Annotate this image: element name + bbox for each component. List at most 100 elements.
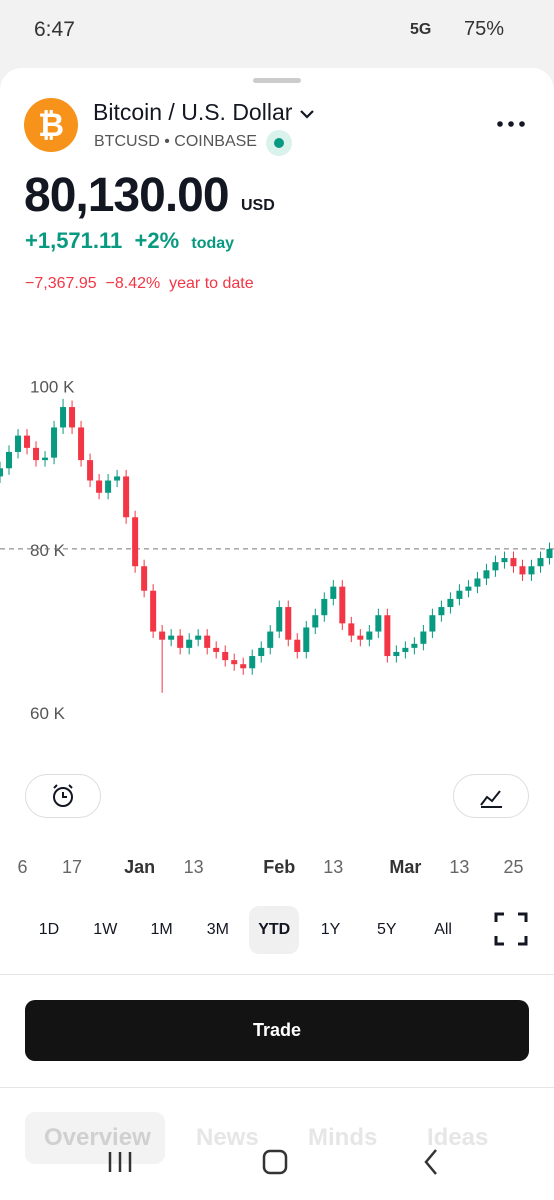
status-time: 6:47 (34, 18, 75, 41)
candle-body (249, 656, 256, 669)
candle-body (366, 631, 373, 640)
ytd-period: year to date (169, 275, 254, 292)
change-pct: +2% (134, 228, 180, 253)
candle-body (33, 447, 40, 461)
x-tick-label: Feb (263, 857, 295, 877)
candle-body (330, 586, 337, 599)
candle-body (51, 427, 58, 458)
candle-body (0, 468, 3, 477)
candle-body (402, 647, 409, 652)
candle-body (483, 570, 490, 579)
candle-body (276, 607, 283, 632)
x-tick-label: 6 (18, 857, 28, 877)
tab[interactable]: Ideas (427, 1124, 489, 1151)
candle-body (510, 558, 517, 567)
candle-body (258, 647, 265, 657)
range-button[interactable]: 3M (206, 921, 229, 938)
candle-body (186, 639, 193, 648)
candle-body (429, 615, 436, 632)
chart: 100 K 80 K 60 K 6 17 Jan 13 Feb 13 Mar 13 25 (0, 378, 554, 877)
candle-body (465, 586, 472, 591)
y-tick-label: 80 K (30, 541, 66, 560)
candle-body (348, 623, 355, 636)
more-menu[interactable] (496, 118, 526, 130)
range-button[interactable]: All (434, 921, 452, 938)
x-tick-label: 17 (62, 857, 82, 877)
ytd-change: −7,367.95 −8.42% year to date (25, 275, 254, 293)
candle-body (6, 451, 13, 469)
candle-body (537, 558, 544, 567)
candle-body (195, 635, 202, 640)
candle-body (222, 651, 229, 661)
candle-body (294, 639, 301, 652)
candle-body (303, 627, 310, 652)
alert-button[interactable] (25, 774, 101, 818)
drag-handle[interactable] (253, 78, 301, 83)
candle-body (141, 566, 148, 591)
candle-body (285, 607, 292, 640)
candle-body (231, 660, 238, 665)
range-button[interactable]: 1W (93, 921, 118, 938)
symbol-meta: BTCUSD • COINBASE (94, 133, 257, 150)
nav-bar (108, 1149, 437, 1175)
candle-body (60, 407, 67, 428)
candle-body (114, 476, 121, 481)
candle-body (420, 631, 427, 644)
candle-body (474, 578, 481, 587)
range-button[interactable]: 1D (38, 921, 60, 938)
tab[interactable]: News (196, 1124, 259, 1151)
candle-body (393, 651, 400, 657)
candle-body (105, 480, 112, 493)
candle-body (519, 566, 526, 575)
divider (0, 974, 554, 975)
candle-body (312, 615, 319, 628)
market-status (266, 130, 292, 156)
indicators-icon (480, 790, 502, 808)
chevron (300, 110, 314, 119)
x-tick-label: Mar (389, 857, 421, 877)
range-button[interactable]: 1M (150, 921, 173, 938)
divider (0, 1087, 554, 1088)
candle-body (438, 607, 445, 616)
range-button[interactable]: YTD (249, 906, 300, 954)
candle-body (78, 427, 85, 461)
candle-body (411, 643, 418, 648)
x-tick-label: 13 (449, 857, 469, 877)
candle-body (375, 615, 382, 632)
daily-change: +1,571.11 +2% today (25, 228, 234, 254)
price: 80,130.00 (24, 169, 230, 222)
tab[interactable]: Minds (308, 1124, 378, 1151)
x-tick-label: Jan (124, 857, 155, 877)
candle-body (384, 615, 391, 657)
candle-body (69, 407, 76, 428)
fullscreen[interactable] (494, 912, 528, 946)
candle-body (87, 460, 94, 481)
range-button[interactable]: 1Y (320, 921, 341, 938)
candle-body (96, 480, 103, 493)
candle-body (150, 590, 157, 632)
change: +1,571.11 (25, 228, 123, 253)
candle-body (267, 631, 274, 648)
candle-body (168, 635, 175, 640)
indicators-button[interactable] (453, 774, 529, 818)
symbol-title[interactable]: Bitcoin / U.S. Dollar (93, 99, 315, 126)
exchange: COINBASE (174, 133, 257, 150)
alert-icon (53, 784, 73, 807)
range-button[interactable]: 5Y (377, 921, 397, 938)
candle-body (123, 476, 130, 518)
candle-body (177, 635, 184, 648)
candle-body (213, 647, 220, 652)
candle-body (501, 558, 508, 563)
tab-highlight (25, 1112, 165, 1164)
candle-body (42, 457, 49, 461)
candle-body (339, 586, 346, 624)
trade-button[interactable]: Trade (25, 1000, 529, 1061)
ytd-pct: −8.42% (105, 275, 161, 292)
tab[interactable]: Overview (44, 1124, 151, 1151)
candle-body (24, 435, 31, 448)
candle-body (528, 566, 535, 575)
status-battery: 75% (464, 18, 505, 40)
ytd-value: −7,367.95 (25, 275, 97, 292)
candle-body (321, 598, 328, 616)
